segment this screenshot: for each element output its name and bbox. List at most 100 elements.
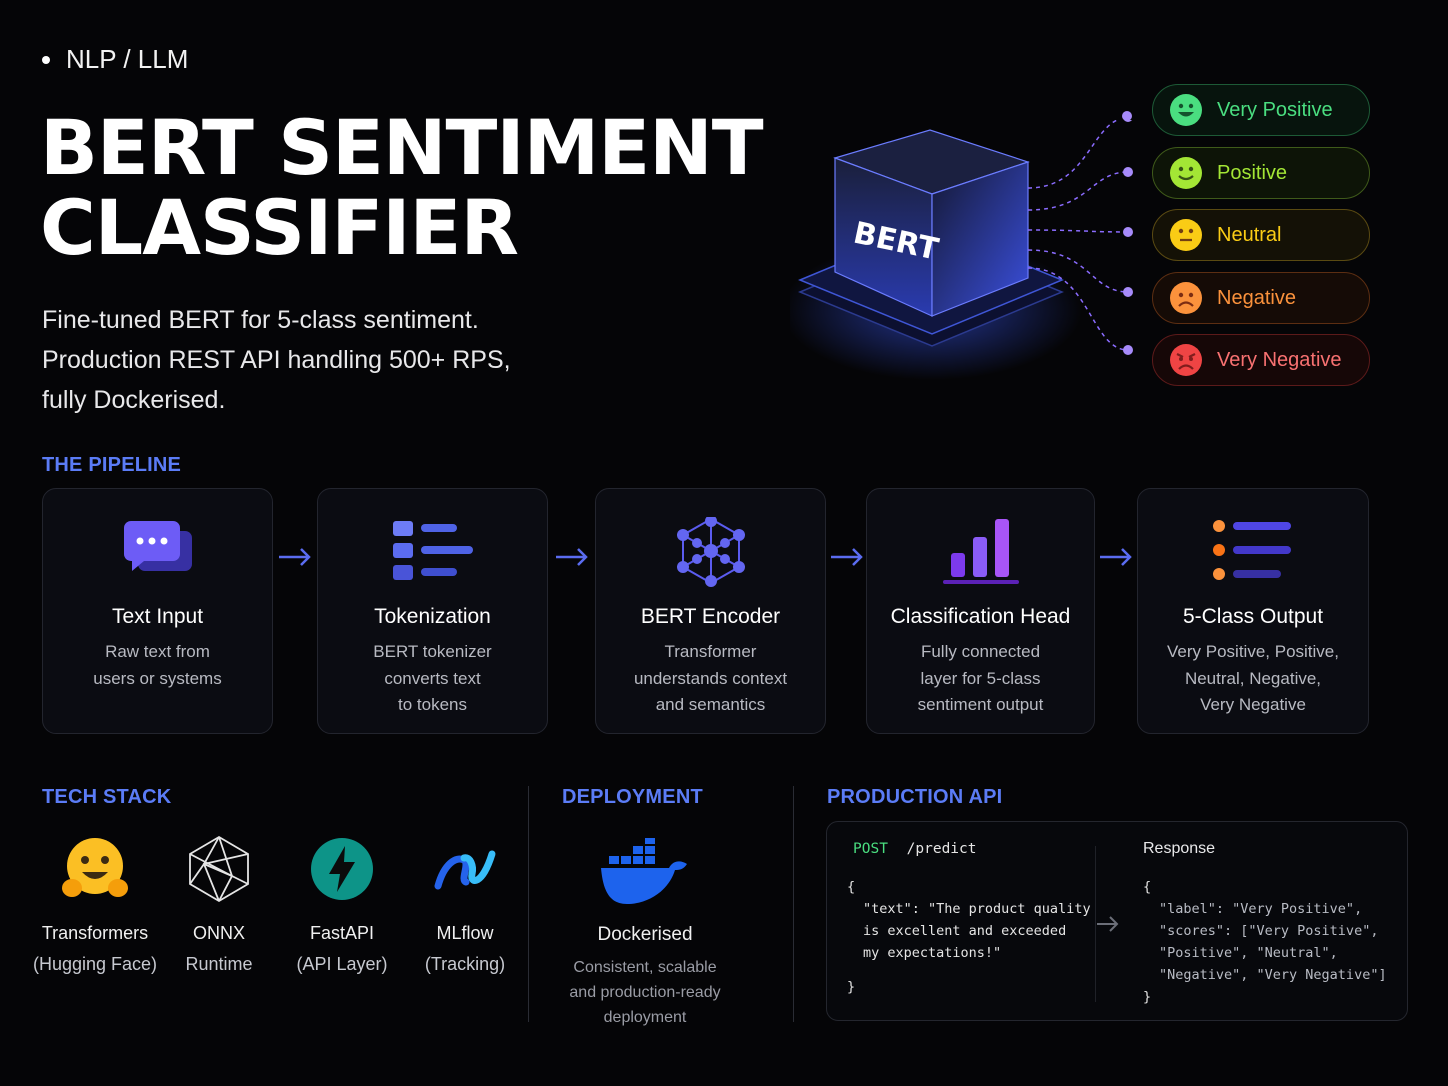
title-line-1: BERT SENTIMENT xyxy=(40,103,764,192)
tech-stack-heading: TECH STACK xyxy=(42,786,172,808)
title-line-2: CLASSIFIER xyxy=(40,183,519,272)
step-description: BERT tokenizer converts text to tokens xyxy=(326,639,539,719)
arrow-right-icon xyxy=(831,548,863,566)
tech-sub: (Tracking) xyxy=(424,954,506,974)
tech-transformers: Transformers (Hugging Face) xyxy=(30,834,160,975)
hugging-face-icon xyxy=(62,838,128,897)
tech-sub: (Hugging Face) xyxy=(32,954,158,974)
step-line: Raw text from xyxy=(105,642,210,661)
request-endpoint: POST /predict xyxy=(853,838,977,860)
pipeline-step-bert-encoder: BERT Encoder Transformer understands con… xyxy=(595,488,826,734)
class-label: Very Negative xyxy=(1217,348,1342,371)
request-body: { "text": "The product quality is excell… xyxy=(847,876,1091,998)
bullet-icon xyxy=(42,55,50,64)
step-line: to tokens xyxy=(398,695,467,714)
pipeline-step-classification-head: Classification Head Fully connected laye… xyxy=(866,488,1095,734)
onnx-icon xyxy=(189,835,249,903)
code-line: } xyxy=(847,979,856,995)
response-body: { "label": "Very Positive", "scores": ["… xyxy=(1143,876,1387,1008)
tech-sub: Runtime xyxy=(185,954,253,974)
class-label: Positive xyxy=(1217,161,1288,184)
http-method-badge: POST xyxy=(853,841,888,857)
class-label: Negative xyxy=(1217,286,1296,309)
tech-name: FastAPI xyxy=(309,923,375,943)
step-title: Classification Head xyxy=(890,605,1071,628)
step-line: understands context xyxy=(633,668,788,688)
step-description: Fully connected layer for 5-class sentim… xyxy=(875,639,1086,719)
api-heading: PRODUCTION API xyxy=(827,786,1003,808)
arrow-right-icon xyxy=(1100,548,1132,566)
chat-bubble-icon xyxy=(123,521,192,571)
tech-sub: (API Layer) xyxy=(296,954,388,974)
step-description: Very Positive, Positive, Neutral, Negati… xyxy=(1146,639,1360,719)
panel-divider xyxy=(1095,846,1096,1002)
tech-name: MLflow xyxy=(436,923,494,943)
fastapi-icon xyxy=(311,838,373,900)
step-line: Very Negative xyxy=(1200,695,1306,714)
step-description: Raw text from users or systems xyxy=(51,639,264,692)
step-line: users or systems xyxy=(93,668,222,688)
token-list-icon xyxy=(392,521,473,580)
step-line: Neutral, Negative, xyxy=(1184,668,1322,688)
connector-dot-top xyxy=(1122,111,1132,121)
deployment-description: Consistent, scalable and production-read… xyxy=(560,955,730,1030)
code-line: "Negative", "Very Negative"] xyxy=(1159,967,1387,983)
step-line: BERT tokenizer xyxy=(373,642,492,661)
pipeline-heading: THE PIPELINE xyxy=(42,454,182,476)
pipeline-step-tokenization: Tokenization BERT tokenizer converts tex… xyxy=(317,488,548,734)
code-line: is excellent and exceeded xyxy=(863,923,1067,939)
step-line: sentiment output xyxy=(917,695,1044,714)
step-title: Tokenization xyxy=(374,605,491,628)
very-positive-face-icon xyxy=(1170,94,1202,126)
code-line: "text": "The product quality xyxy=(863,901,1091,917)
connector-dots xyxy=(1123,120,1133,355)
endpoint-path: /predict xyxy=(906,841,977,857)
neutral-face-icon xyxy=(1170,219,1202,251)
class-positive: Positive xyxy=(1152,147,1370,199)
code-line: my expectations!" xyxy=(863,945,1002,961)
code-line: { xyxy=(847,879,856,895)
class-neutral: Neutral xyxy=(1152,209,1370,261)
tech-onnx: ONNX Runtime xyxy=(154,834,284,975)
step-title: BERT Encoder xyxy=(640,605,781,628)
step-title: 5-Class Output xyxy=(1182,605,1324,628)
description-line-3: fully Dockerised. xyxy=(42,386,226,414)
class-label: Neutral xyxy=(1217,223,1282,246)
tech-fastapi: FastAPI (API Layer) xyxy=(277,834,407,975)
description: Fine-tuned BERT for 5-class sentiment. P… xyxy=(42,300,602,420)
api-example-panel: POST /predict { "text": "The product qua… xyxy=(826,821,1408,1021)
step-line: Transformer xyxy=(664,642,757,661)
arrow-right-icon xyxy=(556,548,588,566)
cube-side xyxy=(931,161,1029,317)
deployment-name: Dockerised xyxy=(597,924,693,945)
description-line-2: Production REST API handling 500+ RPS, xyxy=(42,346,511,374)
very-negative-face-icon xyxy=(1170,344,1202,376)
output-list-icon xyxy=(1213,520,1291,580)
class-very-positive: Very Positive xyxy=(1152,84,1370,136)
tech-name: ONNX xyxy=(192,923,245,943)
code-line: "scores": ["Very Positive", xyxy=(1159,923,1379,939)
deployment-line: deployment xyxy=(603,1009,687,1026)
deployment-line: and production-ready xyxy=(569,984,721,1001)
page-title: BERT SENTIMENT CLASSIFIER xyxy=(40,103,764,272)
class-negative: Negative xyxy=(1152,272,1370,324)
mlflow-icon xyxy=(434,850,496,890)
category-label: NLP / LLM xyxy=(66,44,189,74)
negative-face-icon xyxy=(1170,282,1202,314)
step-line: converts text xyxy=(384,668,481,688)
arrow-right-icon xyxy=(1097,916,1119,932)
code-line: { xyxy=(1143,879,1152,895)
pipeline-step-output: 5-Class Output Very Positive, Positive, … xyxy=(1137,488,1369,734)
deployment-docker: Dockerised Consistent, scalable and prod… xyxy=(560,838,730,1030)
bert-cube-illustration: BERT xyxy=(790,120,1133,380)
response-title: Response xyxy=(1143,840,1216,857)
tech-mlflow: MLflow (Tracking) xyxy=(400,834,530,975)
class-very-negative: Very Negative xyxy=(1152,334,1370,386)
deployment-line: Consistent, scalable xyxy=(573,959,717,976)
description-line-1: Fine-tuned BERT for 5-class sentiment. xyxy=(42,306,479,334)
tech-name: Transformers xyxy=(41,923,149,943)
step-line: Very Positive, Positive, xyxy=(1167,642,1339,661)
docker-icon xyxy=(601,838,687,904)
arrow-right-icon xyxy=(279,548,311,566)
section-divider xyxy=(528,786,529,1022)
